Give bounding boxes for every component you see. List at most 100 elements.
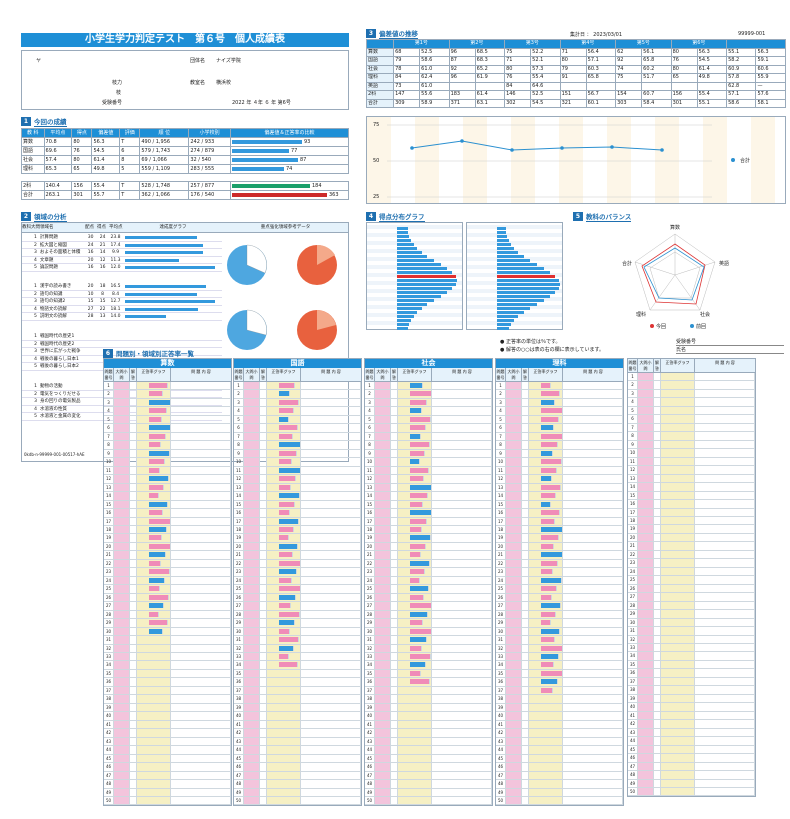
radar-axis-label: 社会 — [700, 312, 711, 318]
col-header: 領域名 — [40, 225, 54, 230]
subject-column: 算数 問題番号 大問小問 解答 正答率グラフ問 題 内 容 1 2 3 4 5 6 7 8 9 10 11 12… — [103, 358, 232, 807]
radar-axis-label: 合計 — [622, 261, 633, 267]
results-table: 教 科平均点 得点 偏差値 評価順 位小学校別 偏差値＆正答率の比較 算数 70.8 80 5… — [21, 128, 349, 200]
domain-row: 4 文章題 20 12 11.3 — [22, 257, 222, 264]
name-label: 氏名 — [676, 346, 784, 354]
domain-row: 1 戦国時代の歴史1 — [22, 333, 222, 341]
round: 第1号 — [393, 39, 450, 49]
section-title: 領域の分析 — [34, 213, 67, 222]
legend-label: 前回 — [696, 324, 707, 330]
col-header: 評価 — [119, 128, 141, 138]
round: 第6号 — [670, 39, 728, 49]
section-title: 今回の成績 — [34, 118, 67, 127]
col-header: 偏差値＆正答率の比較 — [230, 128, 349, 138]
col-header: 得点 — [97, 225, 106, 230]
result-row: 国語 69.6 76 54.5 6 579 / 1,743 274 / 879 77 — [21, 146, 349, 156]
note-text: 正答率の単位は％です。 — [505, 339, 561, 345]
pie-charts — [227, 244, 337, 350]
section-title: 教科のバランス — [586, 213, 632, 222]
result-row: 理科 65.3 65 49.8 5 559 / 1,109 283 / 555 74 — [21, 164, 349, 174]
name-value: 枝 — [116, 90, 122, 96]
section-2-header: 2 領域の分析 — [21, 212, 67, 222]
radar-chart — [634, 233, 716, 328]
round: 第2号 — [448, 39, 506, 49]
domain-row: 3 世界に広がった戦争 — [22, 348, 222, 356]
history-row: 英語 73 61.0 84 64.6 62.8— — [365, 81, 786, 91]
section-number: 5 — [573, 212, 583, 221]
col-header: 平均点 — [109, 225, 123, 230]
total-row: 2科 140.4 156 55.4 T 528 / 1,748 257 / 877 184 — [21, 181, 349, 191]
history-row: 国語 79 58.6 87 68.3 71 52.1 80 57.1 92 65.8 76 54.5 58… — [365, 56, 786, 66]
school-label: 団体名 — [190, 58, 206, 64]
student-id: 99999-001 — [738, 31, 766, 37]
section-number: 4 — [366, 212, 376, 221]
domain-analysis: 教科 大問 領域名 配点 得点 平均点 達成度グラフ 重点強化領域参考データ 1 計算問題 30 2… — [21, 222, 349, 462]
furigana: ヤ — [36, 58, 42, 64]
domain-row: 1 計算問題 30 24 23.8 — [22, 234, 222, 242]
section-number: 2 — [21, 212, 31, 221]
col-header: 小学校別 — [188, 128, 231, 138]
y-tick: 25 — [373, 194, 380, 200]
subject-column: 国語 問題番号 大問小問 解答 正答率グラフ問 題 内 容 1 2 3 4 5 6 7 8 9 10 11 12… — [233, 358, 362, 807]
exam-date: 2022 年 ４年 ６ 年 第6号 — [232, 100, 291, 106]
subject-title: 理科 — [496, 359, 623, 368]
section-5-header: 5 教科のバランス — [573, 212, 632, 222]
subject-column: 社会 問題番号 大問小問 解答 正答率グラフ問 題 内 容 1 2 3 4 5 6 7 8 9 10 11 12… — [364, 358, 493, 807]
history-table: 第1号 第2号 第3号 第4号 第5号 第6号 算数 68 52.5 96 68.5 75 52.2 7… — [365, 39, 786, 108]
history-row: 合計 309 58.9 371 63.1 302 54.5 321 60.1 303 58.4 301… — [365, 98, 786, 108]
section-number: 1 — [21, 117, 31, 126]
round: 第3号 — [504, 39, 561, 49]
domain-row: 1 漢字の読み書き 20 18 16.5 — [22, 283, 222, 291]
col-header: 達成度グラフ — [159, 225, 187, 230]
distribution-left — [366, 222, 463, 330]
summary-date: 集計日 ： 2023/03/01 — [570, 32, 622, 38]
chart-title: 重点強化領域参考データ — [260, 225, 311, 230]
section-title: 得点分布グラフ — [379, 213, 425, 222]
class-value: 横浜校 — [216, 80, 232, 86]
domain-row: 4 物語文の読解 27 22 18.1 — [22, 306, 222, 313]
domain-row: 2 拡大図と縮図 24 21 17.4 — [22, 242, 222, 249]
col-header: 教科 — [22, 225, 31, 230]
section-number: 6 — [103, 349, 113, 358]
round: 第4号 — [559, 39, 617, 49]
student-info: ヤ 枝力 枝 受験番号 団体名 ナイズ学院 教室名 横浜校 2022 年 ４年 … — [21, 50, 349, 110]
history-row: 2科 147 55.6 183 61.4 146 52.5 151 56.7 154 60.7 156… — [365, 90, 786, 100]
col-header: 得点 — [71, 128, 93, 138]
section-number: 3 — [366, 29, 376, 38]
y-tick: 75 — [373, 122, 380, 128]
distribution-right — [466, 222, 563, 330]
history-chart: 75 50 25 合計 — [366, 116, 786, 204]
subject-column: 問題番号 大問小問 解答 正答率グラフ問 題 内 容 1 2 3 4 5 6 7 8 9 10 11 12 13… — [627, 358, 756, 798]
col-header: 大問 — [31, 225, 40, 230]
subject-title: 国語 — [234, 359, 361, 368]
total-row: 合計 263.1 301 55.7 T 362 / 1,066 176 / 540 363 — [21, 190, 349, 200]
history-row: 算数 68 52.5 96 68.5 75 52.2 71 56.4 62 56.1 80 56.3 55… — [365, 47, 786, 57]
class-label: 教室名 — [190, 80, 206, 86]
domain-row: 2 語句の知識 10 8 8.4 — [22, 291, 222, 298]
school-value: ナイズ学院 — [216, 58, 241, 64]
col-header: 配点 — [85, 225, 94, 230]
legend-label: 今回 — [656, 324, 667, 330]
note-1: ● 正答率の単位は％です。 — [500, 339, 561, 345]
note-2: ● 解答の○○は表の右の欄に表示しています。 — [500, 347, 605, 353]
domain-row: 5 説明文の読解 28 13 14.0 — [22, 313, 222, 321]
page-title-bar: 小学生学力判定テスト 第６号 個人成績表 — [21, 33, 349, 47]
domain-row: 5 論説問題 16 16 12.0 — [22, 264, 222, 272]
code-text: 0kdb-n-99999-001-00517-hAE — [24, 452, 85, 457]
subject-title: 算数 — [104, 359, 231, 368]
id-label: 受験番号 — [102, 100, 123, 106]
col-header: 教 科 — [21, 128, 45, 138]
history-row: 社会 78 61.0 92 65.2 80 57.3 79 60.3 74 60.2 80 61.4 60… — [365, 64, 786, 74]
col-header: 偏差値 — [91, 128, 121, 138]
radar-axis-label: 算数 — [670, 225, 681, 231]
round: 第5号 — [615, 39, 672, 49]
result-row: 算数 70.8 80 56.3 T 490 / 1,956 242 / 933 93 — [21, 137, 349, 147]
legend-label: 合計 — [740, 158, 751, 164]
subject-column: 理科 問題番号 大問小問 解答 正答率グラフ問 題 内 容 1 2 3 4 5 6 7 8 9 10 11 12… — [495, 358, 624, 807]
exam-label: 受験番号 — [676, 338, 784, 346]
y-tick: 50 — [373, 158, 380, 164]
section-1-header: 1 今回の成績 — [21, 117, 67, 127]
name-label: 枝力 — [112, 80, 123, 86]
domain-row: 3 語句の知識2 15 15 12.7 — [22, 298, 222, 306]
radar-axis-label: 理科 — [636, 312, 647, 318]
